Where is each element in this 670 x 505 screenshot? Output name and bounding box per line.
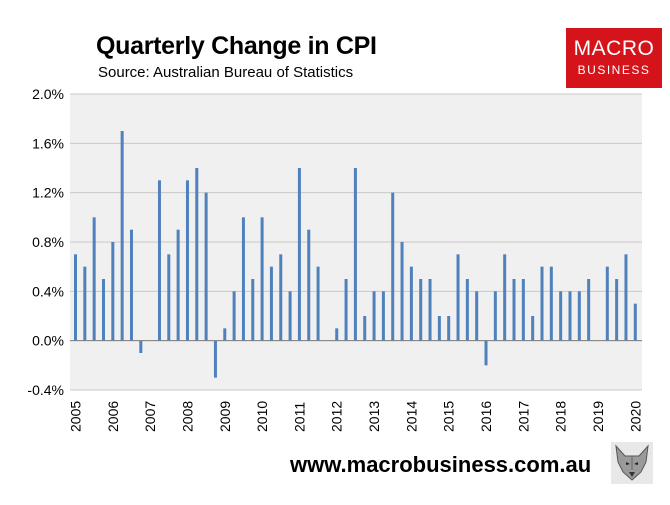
bar [577, 291, 581, 341]
bar [101, 279, 105, 341]
bar [120, 131, 124, 341]
x-tick-label: 2018 [553, 401, 569, 432]
x-axis-tick-labels: 2005 2006 2007 2008 2009 2010 2011 2012 2013 2014… [68, 401, 644, 432]
bar [381, 291, 385, 341]
y-tick-label: 2.0% [32, 86, 64, 102]
bar [353, 168, 357, 341]
bar [167, 254, 171, 341]
bar [74, 254, 77, 341]
bar [129, 229, 133, 341]
x-tick-label: 2011 [291, 402, 307, 432]
bar [260, 217, 264, 341]
x-tick-label: 2016 [478, 401, 494, 432]
x-tick-label: 2005 [68, 401, 84, 432]
y-tick-label: 0.4% [32, 283, 64, 299]
bar [269, 266, 273, 341]
bar [195, 168, 199, 341]
bar [568, 291, 572, 341]
bar [372, 291, 376, 341]
x-tick-label: 2019 [590, 401, 606, 432]
bar [213, 340, 217, 378]
bar [391, 192, 395, 341]
x-tick-label: 2008 [179, 401, 195, 432]
bar [185, 180, 189, 341]
bar [176, 229, 180, 341]
bar [428, 279, 432, 341]
bar [503, 254, 507, 341]
bar [316, 266, 320, 341]
y-tick-label: 1.2% [32, 185, 64, 201]
bar [83, 266, 87, 341]
bar [465, 279, 469, 341]
chart-title: Quarterly Change in CPI [96, 32, 377, 60]
bar [540, 266, 544, 341]
y-tick-label: -0.4% [27, 382, 64, 398]
bar [419, 279, 423, 341]
bar [605, 266, 609, 341]
bar [531, 316, 535, 341]
x-tick-label: 2009 [217, 401, 233, 432]
x-tick-label: 2006 [105, 401, 121, 432]
x-tick-label: 2007 [142, 401, 158, 432]
x-tick-label: 2015 [441, 401, 457, 432]
logo-line-1: MACRO [573, 37, 655, 60]
x-tick-label: 2012 [329, 401, 345, 432]
bar [587, 279, 591, 341]
wolf-icon [611, 442, 653, 484]
bar [624, 254, 628, 341]
bar [288, 291, 292, 341]
bar [363, 316, 367, 341]
bar [223, 328, 227, 341]
chart-subtitle: Source: Australian Bureau of Statistics [98, 64, 354, 81]
y-tick-label: 1.6% [32, 135, 64, 151]
bar [447, 316, 451, 341]
bar [559, 291, 563, 341]
bar [493, 291, 497, 341]
bar [456, 254, 460, 341]
bar [307, 229, 311, 341]
bar [279, 254, 283, 341]
bar [297, 168, 301, 341]
x-tick-label: 2020 [627, 401, 643, 432]
bar [344, 279, 348, 341]
bar [232, 291, 236, 341]
website-url: www.macrobusiness.com.au [290, 452, 592, 477]
bar [549, 266, 553, 341]
bar [241, 217, 245, 341]
bars [74, 131, 637, 378]
bar [251, 279, 255, 341]
x-tick-label: 2017 [515, 401, 531, 432]
x-tick-label: 2010 [254, 401, 270, 432]
bar [484, 340, 488, 366]
y-tick-label: 0.0% [32, 333, 64, 349]
y-axis-tick-labels: -0.4% 0.0% 0.4% 0.8% 1.2% 1.6% 2.0% [27, 86, 64, 398]
y-tick-label: 0.8% [32, 234, 64, 250]
bar [437, 316, 441, 341]
x-tick-label: 2014 [403, 401, 419, 432]
bar [633, 303, 637, 341]
bar [204, 192, 208, 341]
bar [512, 279, 516, 341]
bar [615, 279, 619, 341]
bar [400, 242, 404, 341]
bar [475, 291, 479, 341]
bar [139, 340, 143, 353]
logo-line-2: BUSINESS [577, 63, 651, 77]
bar [335, 328, 339, 341]
bar [521, 279, 525, 341]
bar [92, 217, 96, 341]
bar [157, 180, 161, 341]
x-tick-label: 2013 [366, 401, 382, 432]
bar [111, 242, 115, 341]
bar [409, 266, 413, 341]
macro-business-logo: MACRO BUSINESS [566, 28, 662, 88]
